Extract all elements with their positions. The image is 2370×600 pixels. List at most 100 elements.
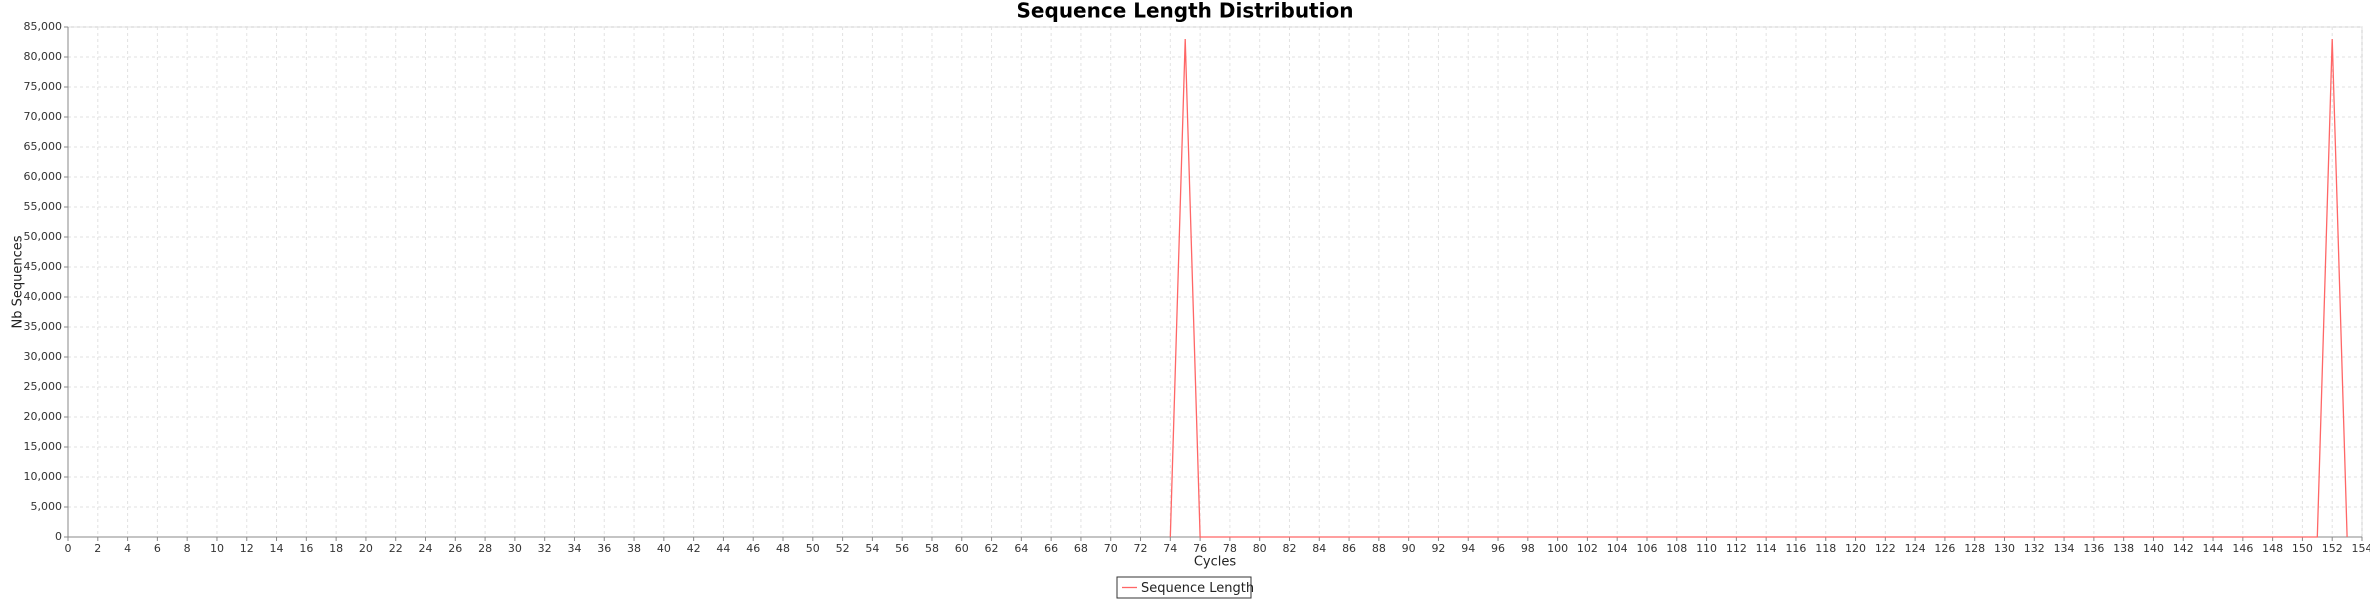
x-tick-label: 48 — [776, 542, 790, 555]
x-tick-label: 144 — [2203, 542, 2224, 555]
x-tick-label: 154 — [2352, 542, 2370, 555]
x-tick-label: 112 — [1726, 542, 1747, 555]
y-tick-label: 80,000 — [24, 50, 63, 63]
y-tick-label: 0 — [55, 530, 62, 543]
y-tick-label: 60,000 — [24, 170, 63, 183]
x-tick-label: 26 — [448, 542, 462, 555]
x-tick-label: 138 — [2113, 542, 2134, 555]
x-tick-label: 38 — [627, 542, 641, 555]
x-tick-label: 10 — [210, 542, 224, 555]
x-tick-label: 106 — [1636, 542, 1657, 555]
x-tick-label: 114 — [1756, 542, 1777, 555]
y-tick-label: 45,000 — [24, 260, 63, 273]
x-tick-label: 132 — [2024, 542, 2045, 555]
y-tick-label: 55,000 — [24, 200, 63, 213]
x-tick-label: 92 — [1431, 542, 1445, 555]
x-tick-label: 52 — [836, 542, 850, 555]
x-axis-label: Cycles — [1194, 555, 1237, 570]
legend-label: Sequence Length — [1141, 581, 1254, 596]
y-tick-label: 35,000 — [24, 320, 63, 333]
x-tick-label: 66 — [1044, 542, 1058, 555]
x-tick-label: 16 — [299, 542, 313, 555]
x-tick-label: 136 — [2083, 542, 2104, 555]
x-tick-label: 8 — [184, 542, 191, 555]
y-tick-label: 70,000 — [24, 110, 63, 123]
chart-title: Sequence Length Distribution — [1017, 0, 1354, 23]
x-tick-label: 22 — [389, 542, 403, 555]
y-tick-label: 40,000 — [24, 290, 63, 303]
x-tick-label: 148 — [2262, 542, 2283, 555]
x-tick-label: 118 — [1815, 542, 1836, 555]
x-tick-label: 124 — [1905, 542, 1926, 555]
x-tick-label: 12 — [240, 542, 254, 555]
x-tick-label: 30 — [508, 542, 522, 555]
x-tick-label: 2 — [94, 542, 101, 555]
x-tick-label: 90 — [1402, 542, 1416, 555]
x-tick-label: 76 — [1193, 542, 1207, 555]
x-tick-label: 46 — [746, 542, 760, 555]
y-tick-label: 30,000 — [24, 350, 63, 363]
x-tick-label: 130 — [1994, 542, 2015, 555]
x-tick-label: 94 — [1461, 542, 1475, 555]
x-tick-label: 40 — [657, 542, 671, 555]
x-tick-label: 104 — [1607, 542, 1628, 555]
x-tick-label: 152 — [2322, 542, 2343, 555]
y-tick-label: 75,000 — [24, 80, 63, 93]
x-tick-label: 102 — [1577, 542, 1598, 555]
y-tick-label: 5,000 — [31, 500, 63, 513]
x-tick-label: 110 — [1696, 542, 1717, 555]
y-tick-label: 85,000 — [24, 20, 63, 33]
x-tick-label: 6 — [154, 542, 161, 555]
x-tick-label: 82 — [1282, 542, 1296, 555]
x-tick-label: 122 — [1875, 542, 1896, 555]
x-tick-label: 96 — [1491, 542, 1505, 555]
legend-box — [1116, 576, 1252, 599]
x-tick-label: 128 — [1964, 542, 1985, 555]
y-tick-label: 25,000 — [24, 380, 63, 393]
x-tick-label: 126 — [1934, 542, 1955, 555]
x-tick-label: 62 — [985, 542, 999, 555]
x-tick-label: 72 — [1134, 542, 1148, 555]
x-tick-label: 100 — [1547, 542, 1568, 555]
x-tick-label: 120 — [1845, 542, 1866, 555]
x-tick-label: 34 — [567, 542, 581, 555]
x-tick-label: 134 — [2054, 542, 2075, 555]
x-tick-label: 4 — [124, 542, 131, 555]
x-tick-label: 68 — [1074, 542, 1088, 555]
x-tick-label: 80 — [1253, 542, 1267, 555]
x-tick-label: 0 — [65, 542, 72, 555]
x-tick-label: 28 — [478, 542, 492, 555]
y-tick-label: 20,000 — [24, 410, 63, 423]
y-axis-label: Nb Sequences — [11, 235, 26, 328]
x-tick-label: 78 — [1223, 542, 1237, 555]
y-tick-label: 10,000 — [24, 470, 63, 483]
x-tick-label: 108 — [1666, 542, 1687, 555]
x-tick-label: 56 — [895, 542, 909, 555]
x-tick-label: 14 — [270, 542, 284, 555]
x-tick-label: 74 — [1163, 542, 1177, 555]
x-tick-label: 70 — [1104, 542, 1118, 555]
y-tick-label: 50,000 — [24, 230, 63, 243]
x-tick-label: 142 — [2173, 542, 2194, 555]
x-tick-label: 150 — [2292, 542, 2313, 555]
x-tick-label: 50 — [806, 542, 820, 555]
x-tick-label: 18 — [329, 542, 343, 555]
x-tick-label: 58 — [925, 542, 939, 555]
x-tick-label: 116 — [1785, 542, 1806, 555]
x-tick-label: 42 — [687, 542, 701, 555]
x-tick-label: 64 — [1014, 542, 1028, 555]
x-tick-label: 88 — [1372, 542, 1386, 555]
x-tick-label: 146 — [2232, 542, 2253, 555]
x-tick-label: 98 — [1521, 542, 1535, 555]
x-tick-label: 54 — [865, 542, 879, 555]
y-tick-label: 65,000 — [24, 140, 63, 153]
x-tick-label: 36 — [597, 542, 611, 555]
series-line — [1169, 38, 2348, 538]
x-tick-label: 44 — [716, 542, 730, 555]
x-tick-label: 24 — [419, 542, 433, 555]
x-tick-label: 84 — [1312, 542, 1326, 555]
y-tick-label: 15,000 — [24, 440, 63, 453]
x-tick-label: 140 — [2143, 542, 2164, 555]
